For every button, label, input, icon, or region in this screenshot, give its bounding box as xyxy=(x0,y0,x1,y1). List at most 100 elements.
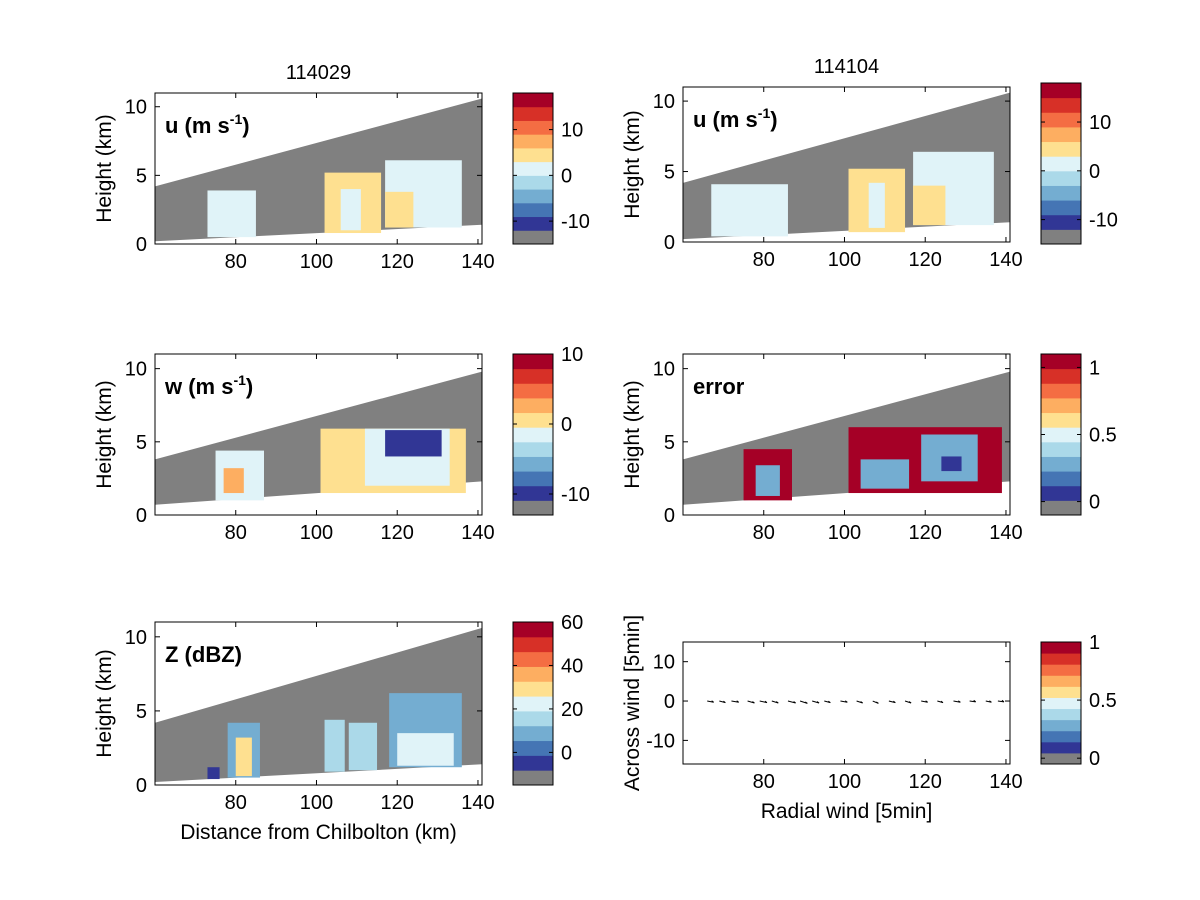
y-axis-label: Height (km) xyxy=(93,380,116,489)
wind-arrow-head xyxy=(793,701,796,704)
colorbar-border xyxy=(512,92,554,245)
x-tick-label: 100 xyxy=(828,249,861,271)
wind-arrow-head xyxy=(775,701,779,704)
data-cell xyxy=(385,430,442,457)
data-cell xyxy=(324,719,345,772)
colorbar: -10 0 10 xyxy=(512,344,590,516)
panel-title: 114029 xyxy=(286,62,351,84)
y-axis-label: Across wind [5min] xyxy=(621,615,644,791)
colorbar-swatch xyxy=(513,636,553,653)
wind-arrow xyxy=(787,700,796,704)
colorbar-swatch xyxy=(513,93,553,108)
panel-5: 80 100 120 140 0 5 10 Height (km) Distance from … xyxy=(93,612,583,844)
colorbar-tick-label: 0 xyxy=(1089,492,1100,514)
y-axis-label: Height (km) xyxy=(621,110,644,219)
wind-arrow xyxy=(969,700,976,703)
lower-blank-region xyxy=(155,224,482,244)
colorbar-swatch xyxy=(1041,427,1081,443)
colorbar-tick-label: 40 xyxy=(561,655,583,677)
colorbar-swatch xyxy=(513,740,553,756)
colorbar-swatch xyxy=(513,500,553,516)
colorbar: 00.51 xyxy=(1040,353,1117,516)
colorbar-swatch xyxy=(513,412,553,428)
wind-arrow-head xyxy=(816,701,820,704)
colorbar-swatch xyxy=(1041,642,1081,654)
x-tick-label: 80 xyxy=(753,249,775,271)
panel-3: 80 100 120 140 0 5 10 Height (km) w (m s-1) -10 0 1… xyxy=(93,344,590,544)
colorbar-swatch xyxy=(513,189,553,204)
colorbar-swatch xyxy=(1041,697,1081,710)
data-cell xyxy=(385,191,414,228)
colorbar-swatch xyxy=(1041,200,1081,216)
colorbar-swatch xyxy=(513,106,553,121)
data-cell xyxy=(235,737,252,777)
y-axis-label: Height (km) xyxy=(621,380,644,489)
y-tick-label: 0 xyxy=(136,234,147,256)
colorbar-swatch xyxy=(513,681,553,697)
x-tick-label: 140 xyxy=(989,771,1022,793)
colorbar-tick-label: 60 xyxy=(561,612,583,634)
colorbar-swatch xyxy=(1041,383,1081,399)
wind-arrow-head xyxy=(752,701,755,704)
colorbar-swatch xyxy=(513,471,553,487)
colorbar-swatch xyxy=(513,216,553,231)
y-tick-label: 5 xyxy=(136,165,147,187)
colorbar-swatch xyxy=(1041,708,1081,721)
data-cell xyxy=(207,767,220,780)
x-tick-label: 120 xyxy=(909,771,942,793)
colorbar-swatch xyxy=(513,368,553,384)
colorbar-swatch xyxy=(1041,112,1081,128)
wind-arrow xyxy=(731,700,739,703)
plot-area xyxy=(155,371,482,515)
x-tick-label: 120 xyxy=(381,522,414,544)
colorbar-swatch xyxy=(1041,83,1081,99)
colorbar-border xyxy=(512,353,554,516)
y-tick-label: 5 xyxy=(664,432,675,454)
x-tick-label: 80 xyxy=(753,522,775,544)
panel-label: error xyxy=(693,374,745,399)
colorbar-tick-label: 0.5 xyxy=(1089,425,1117,447)
wind-arrow-head xyxy=(1001,699,1005,703)
wind-arrow-head xyxy=(958,700,961,703)
colorbar-tick-label: 10 xyxy=(561,344,583,366)
wind-arrow-head xyxy=(736,700,740,703)
axes-box xyxy=(154,621,483,786)
colorbar-swatch xyxy=(513,120,553,135)
wind-arrow-head xyxy=(925,700,928,703)
wind-arrow-head xyxy=(989,700,992,703)
colorbar-swatch xyxy=(513,485,553,501)
wind-arrow-head xyxy=(876,701,879,704)
colorbar-swatch xyxy=(513,622,553,638)
colorbar-border xyxy=(512,621,554,786)
panel-label: u (m s-1) xyxy=(693,105,778,132)
colorbar-swatch xyxy=(513,134,553,149)
x-axis-label: Radial wind [5min] xyxy=(761,800,933,823)
colorbar-tick-label: 20 xyxy=(561,699,583,721)
colorbar-swatch xyxy=(1041,368,1081,384)
panel-title: 114104 xyxy=(814,56,879,78)
wind-arrow-head xyxy=(711,700,714,703)
x-tick-label: 100 xyxy=(300,792,333,814)
colorbar-swatch xyxy=(1041,214,1081,230)
colorbar: -10 0 10 xyxy=(512,92,590,245)
colorbar-swatch xyxy=(1041,170,1081,186)
colorbar-swatch xyxy=(1041,354,1081,370)
y-tick-label: 5 xyxy=(136,432,147,454)
colorbar-swatch xyxy=(513,383,553,399)
wind-arrow-head xyxy=(723,700,726,704)
y-tick-label: 10 xyxy=(653,91,675,113)
y-tick-label: 10 xyxy=(653,359,675,381)
y-tick-label: 0 xyxy=(136,775,147,797)
plot-area xyxy=(155,98,482,244)
wind-arrow-head xyxy=(764,700,768,704)
colorbar-swatch xyxy=(1041,397,1081,414)
panel-label: u (m s-1) xyxy=(165,111,250,138)
x-tick-label: 80 xyxy=(225,251,247,273)
x-tick-label: 120 xyxy=(381,792,414,814)
colorbar-swatch xyxy=(513,354,553,370)
colorbar-swatch xyxy=(1041,719,1081,732)
colorbar: 00.51 xyxy=(1040,632,1117,770)
axes-box xyxy=(154,353,483,516)
